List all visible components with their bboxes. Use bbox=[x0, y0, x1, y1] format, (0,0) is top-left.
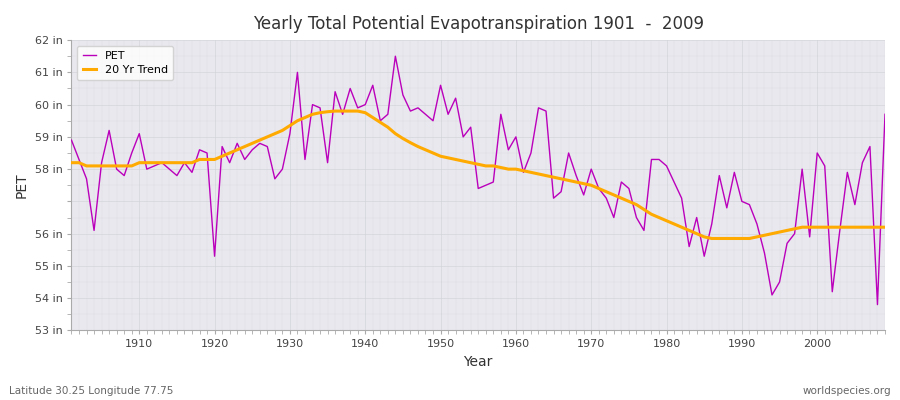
20 Yr Trend bbox=[345, 109, 356, 114]
20 Yr Trend bbox=[879, 225, 890, 230]
Title: Yearly Total Potential Evapotranspiration 1901  -  2009: Yearly Total Potential Evapotranspiratio… bbox=[253, 15, 704, 33]
Text: Latitude 30.25 Longitude 77.75: Latitude 30.25 Longitude 77.75 bbox=[9, 386, 174, 396]
Line: 20 Yr Trend: 20 Yr Trend bbox=[71, 111, 885, 238]
20 Yr Trend bbox=[292, 118, 302, 123]
20 Yr Trend bbox=[66, 160, 77, 165]
20 Yr Trend bbox=[706, 236, 717, 241]
20 Yr Trend bbox=[126, 164, 137, 168]
PET bbox=[292, 70, 302, 75]
PET bbox=[390, 54, 400, 59]
Line: PET: PET bbox=[71, 56, 885, 305]
PET bbox=[608, 215, 619, 220]
PET bbox=[872, 302, 883, 307]
20 Yr Trend bbox=[608, 192, 619, 197]
PET bbox=[338, 112, 348, 117]
PET bbox=[66, 138, 77, 142]
PET bbox=[879, 112, 890, 117]
X-axis label: Year: Year bbox=[464, 355, 493, 369]
PET bbox=[518, 170, 529, 175]
PET bbox=[510, 134, 521, 139]
PET bbox=[126, 151, 137, 156]
Text: worldspecies.org: worldspecies.org bbox=[803, 386, 891, 396]
Y-axis label: PET: PET bbox=[15, 172, 29, 198]
20 Yr Trend bbox=[510, 167, 521, 172]
Legend: PET, 20 Yr Trend: PET, 20 Yr Trend bbox=[77, 46, 174, 80]
20 Yr Trend bbox=[518, 168, 529, 173]
20 Yr Trend bbox=[329, 109, 340, 114]
